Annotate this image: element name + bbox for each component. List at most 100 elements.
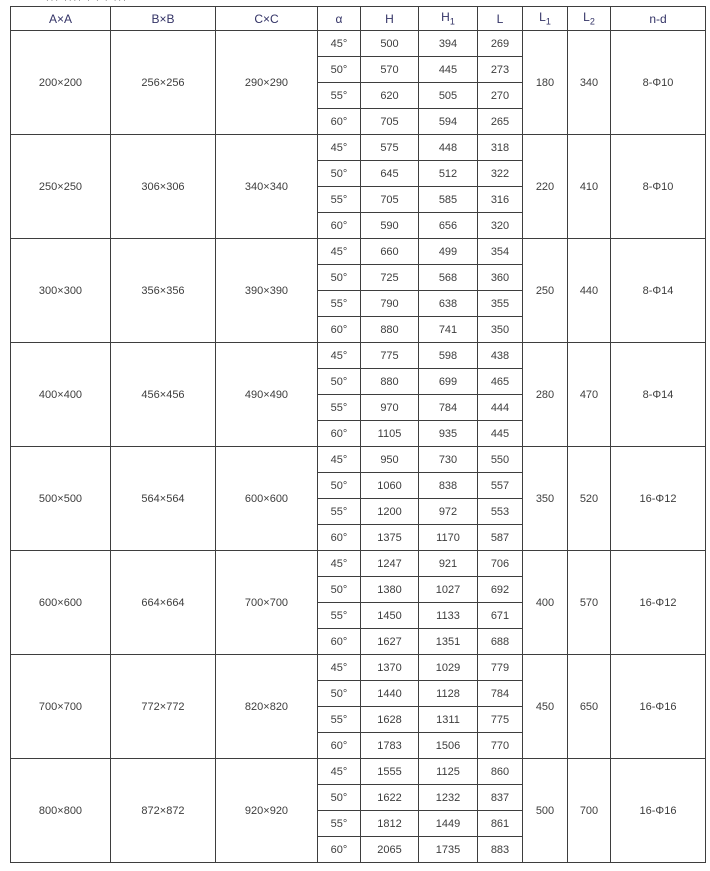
cell-l1: 450 [522, 654, 568, 759]
cell-l: 587 [477, 524, 523, 551]
cell-h: 1812 [360, 810, 419, 837]
cell-angle: 50° [317, 680, 361, 707]
cell-h: 590 [360, 212, 419, 239]
cell-l2: 650 [567, 654, 611, 759]
table-row: 60° 1627 1351 688 [11, 628, 706, 655]
cell-l: 557 [477, 472, 523, 499]
column-header-h1: H1 [418, 6, 478, 31]
cell-h: 950 [360, 446, 419, 473]
cell-h1: 1027 [418, 576, 478, 603]
cell-h1: 594 [418, 108, 478, 135]
column-header-label: H [441, 10, 450, 25]
cell-h1: 1506 [418, 732, 478, 759]
column-header-l1: L1 [522, 6, 568, 31]
cell-bxb: 356×356 [110, 238, 216, 343]
cell-h1: 638 [418, 290, 478, 317]
table-row: 60° 590 656 320 [11, 212, 706, 239]
cell-bxb: 564×564 [110, 446, 216, 551]
cell-l: 320 [477, 212, 523, 239]
cell-bxb: 256×256 [110, 30, 216, 135]
cell-h1: 1029 [418, 654, 478, 681]
cell-nd: 8-Φ14 [610, 342, 706, 447]
cell-angle: 55° [317, 290, 361, 317]
cell-axa: 600×600 [10, 550, 111, 655]
cell-h: 575 [360, 134, 419, 161]
table-row: 50° 645 512 322 [11, 160, 706, 187]
cell-l: 354 [477, 238, 523, 265]
cell-h: 570 [360, 56, 419, 83]
cell-angle: 55° [317, 810, 361, 837]
cell-h1: 730 [418, 446, 478, 473]
column-header-label: L [496, 11, 504, 26]
cell-l2: 340 [567, 30, 611, 135]
table-row: 55° 1450 1133 671 [11, 602, 706, 629]
cell-h1: 1133 [418, 602, 478, 629]
cell-angle: 50° [317, 576, 361, 603]
table-row: 60° 880 741 350 [11, 316, 706, 343]
column-header-label: L [539, 10, 546, 25]
cell-angle: 45° [317, 654, 361, 681]
cell-l: 269 [477, 30, 523, 57]
table-row: 50° 570 445 273 [11, 56, 706, 83]
dimension-spec-table: A×A B×B C×C α H H1 L L1 L2 n-d 200×200 256×256 290×… [10, 6, 706, 863]
cell-h: 880 [360, 316, 419, 343]
cell-l: 322 [477, 160, 523, 187]
cell-l: 671 [477, 602, 523, 629]
cell-l2: 470 [567, 342, 611, 447]
cell-h1: 394 [418, 30, 478, 57]
table-body: 200×200 256×256 290×290 45° 500 394 269 180 340 8… [10, 30, 706, 863]
column-header-l2: L2 [567, 6, 611, 31]
cell-nd: 16-Φ12 [610, 446, 706, 551]
cell-cxc: 600×600 [215, 446, 318, 551]
cell-axa: 300×300 [10, 238, 111, 343]
cell-l: 553 [477, 498, 523, 525]
cell-axa: 700×700 [10, 654, 111, 759]
cropped-text-fragment: ··· ···· · · · ··· [46, 0, 128, 3]
cell-nd: 16-Φ16 [610, 654, 706, 759]
cell-axa: 800×800 [10, 758, 111, 863]
cell-angle: 55° [317, 602, 361, 629]
cell-l: 355 [477, 290, 523, 317]
cell-h: 1247 [360, 550, 419, 577]
column-header-label: H [385, 11, 394, 26]
table-row: 55° 705 585 316 [11, 186, 706, 213]
cell-h1: 935 [418, 420, 478, 447]
column-header-: α [317, 6, 361, 31]
cell-h1: 656 [418, 212, 478, 239]
cell-angle: 60° [317, 108, 361, 135]
cell-h: 1450 [360, 602, 419, 629]
table-row: 55° 1200 972 553 [11, 498, 706, 525]
cell-h: 2065 [360, 836, 419, 863]
cell-l1: 400 [522, 550, 568, 655]
table-row: 55° 1628 1311 775 [11, 706, 706, 733]
cell-h: 1555 [360, 758, 419, 785]
cell-l: 465 [477, 368, 523, 395]
cell-cxc: 700×700 [215, 550, 318, 655]
cell-h: 1060 [360, 472, 419, 499]
cell-h: 660 [360, 238, 419, 265]
cell-cxc: 340×340 [215, 134, 318, 239]
column-header-h: H [360, 6, 419, 31]
cell-nd: 16-Φ16 [610, 758, 706, 863]
cell-angle: 45° [317, 758, 361, 785]
cell-l: 706 [477, 550, 523, 577]
cell-l: 444 [477, 394, 523, 421]
cell-h: 790 [360, 290, 419, 317]
header-row: A×A B×B C×C α H H1 L L1 L2 n-d [10, 6, 706, 31]
cell-h: 645 [360, 160, 419, 187]
table-row: 50° 1440 1128 784 [11, 680, 706, 707]
table-row: 600×600 664×664 700×700 45° 1247 921 706 400 570… [10, 550, 706, 655]
cell-h1: 1351 [418, 628, 478, 655]
column-header-label: A×A [48, 11, 72, 26]
cell-l1: 350 [522, 446, 568, 551]
cell-l: 861 [477, 810, 523, 837]
cell-bxb: 772×772 [110, 654, 216, 759]
cell-h: 1783 [360, 732, 419, 759]
table-row: 400×400 456×456 490×490 45° 775 598 438 280 470 8… [10, 342, 706, 447]
cell-l1: 250 [522, 238, 568, 343]
cell-angle: 50° [317, 160, 361, 187]
table-row: 50° 1622 1232 837 [11, 784, 706, 811]
column-header-label: B×B [151, 11, 175, 26]
cell-cxc: 290×290 [215, 30, 318, 135]
cell-h1: 499 [418, 238, 478, 265]
